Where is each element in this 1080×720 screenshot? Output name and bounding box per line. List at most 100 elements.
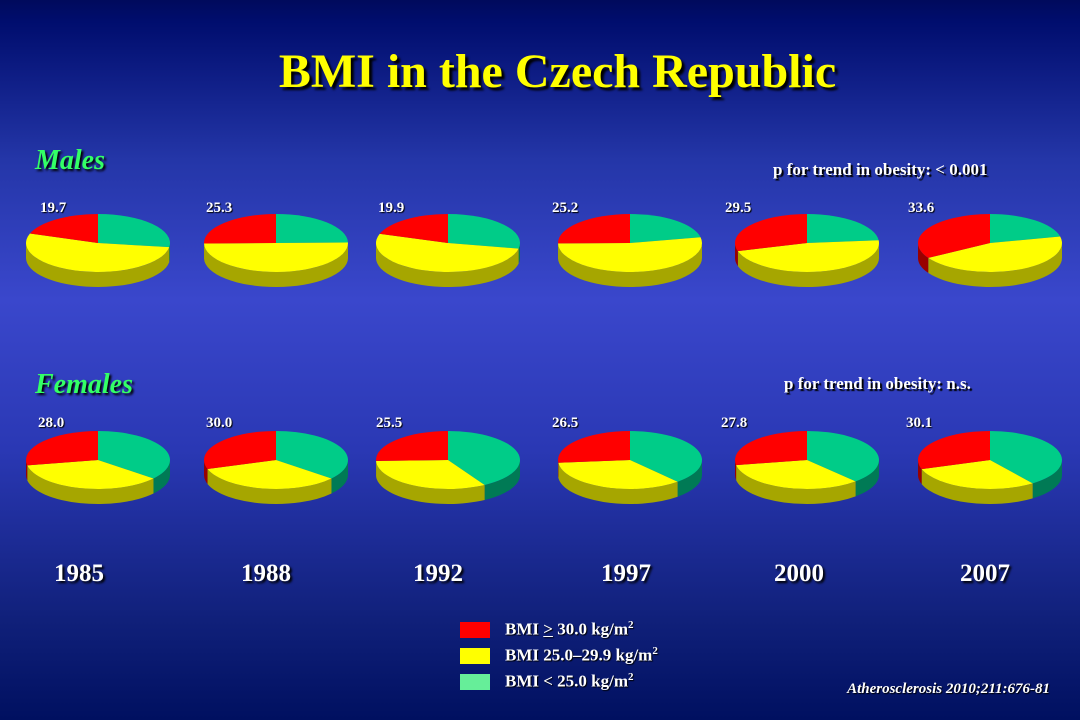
pie-side-obese [918, 460, 922, 485]
pie-side-normal [169, 243, 170, 263]
pie-males-1997 [558, 214, 702, 288]
pie-slice-normal [807, 431, 880, 482]
pie-slice-normal [990, 214, 1061, 243]
females-trend-text: p for trend in obesity: n.s. [784, 374, 971, 393]
pie-females-2007 [918, 431, 1063, 504]
year-label: 2007 [960, 560, 1010, 587]
pie-side-overweight [736, 465, 856, 504]
pie-slice-obese [558, 431, 630, 463]
obesity-label: 19.7 [40, 200, 67, 216]
pie-females-1992 [375, 431, 520, 505]
pie-slice-obese [25, 431, 98, 466]
pie-slice-obese [918, 431, 990, 470]
pie-females-1985 [25, 431, 170, 504]
pie-slice-obese [375, 431, 448, 461]
pie-side-normal [677, 460, 702, 497]
pie-males-1985 [25, 214, 170, 287]
pie-side-normal [484, 460, 520, 500]
year-label: 1997 [601, 560, 651, 587]
pie-females-1997 [558, 431, 703, 504]
pie-slice-obese [918, 214, 990, 258]
obesity-label: 28.0 [38, 415, 64, 431]
year-label: 2000 [774, 560, 824, 587]
pie-slice-normal [807, 214, 879, 243]
pie-slice-normal [276, 431, 348, 479]
pie-slice-overweight [25, 233, 170, 273]
obesity-label: 27.8 [721, 415, 747, 431]
pie-slice-overweight [558, 237, 702, 272]
pie-males-1992 [375, 214, 520, 287]
obesity-label: 25.3 [206, 200, 232, 216]
pie-males-2000 [734, 214, 880, 287]
legend-label-normal: BMI < 25.0 kg/m2 [505, 671, 634, 691]
males-trend-text: p for trend in obesity: < 0.001 [773, 160, 988, 179]
obesity-label: 30.0 [206, 415, 232, 431]
pie-slice-overweight [737, 240, 880, 273]
pie-slice-overweight [928, 236, 1062, 272]
pie-side-overweight [921, 469, 1033, 504]
legend-swatch-normal [460, 674, 490, 690]
obesity-label: 30.1 [906, 415, 932, 431]
pie-side-overweight [376, 243, 519, 287]
legend-label-overweight: BMI 25.0–29.9 kg/m2 [505, 645, 658, 665]
pie-side-overweight [204, 243, 349, 288]
pie-side-normal [153, 460, 170, 494]
pie-side-overweight [928, 243, 1062, 287]
pie-side-obese [26, 460, 28, 481]
pie-slice-overweight [27, 460, 154, 489]
pie-side-obese [918, 243, 929, 273]
pie-side-obese [204, 460, 208, 484]
pie-side-normal [855, 460, 879, 497]
pie-slice-overweight [558, 460, 678, 490]
year-label: 1985 [54, 560, 104, 587]
females-label: Females [35, 369, 133, 400]
pie-slice-obese [734, 214, 807, 252]
males-label: Males [35, 145, 105, 176]
legend-swatch-overweight [460, 648, 490, 664]
pie-slice-overweight [375, 233, 519, 273]
pie-side-obese [735, 243, 738, 267]
pie-side-overweight [558, 243, 702, 288]
pie-males-2007 [918, 214, 1062, 287]
pie-side-overweight [26, 243, 170, 287]
page-title: BMI in the Czech Republic [278, 45, 837, 98]
pie-slice-overweight [376, 460, 485, 489]
pie-slice-normal [448, 214, 520, 249]
pie-side-normal [1032, 460, 1062, 499]
pie-slice-obese [204, 214, 276, 244]
pie-side-overweight [376, 460, 485, 505]
pie-slice-obese [379, 214, 448, 243]
pie-slice-normal [98, 214, 170, 248]
pie-side-normal [331, 460, 348, 494]
citation: Atherosclerosis 2010;211:676-81 [847, 681, 1050, 697]
year-label: 1988 [241, 560, 291, 587]
pie-slice-overweight [921, 460, 1033, 489]
obesity-label: 25.5 [376, 415, 402, 431]
pie-slice-obese [204, 431, 276, 469]
pie-slice-overweight [207, 460, 332, 489]
pie-slice-normal [276, 214, 348, 243]
legend-swatch-obese [460, 622, 490, 638]
pie-slice-overweight [204, 242, 348, 273]
pie-females-1988 [204, 431, 348, 504]
pie-slice-overweight [736, 460, 856, 489]
obesity-label: 29.5 [725, 200, 751, 216]
pie-side-normal [518, 243, 520, 264]
pie-slice-normal [630, 431, 703, 482]
pie-slice-normal [990, 431, 1063, 484]
pie-side-overweight [27, 465, 154, 504]
obesity-label: 19.9 [378, 200, 404, 216]
pie-females-2000 [735, 431, 880, 504]
legend-label-obese: BMI > 30.0 kg/m2 [505, 619, 634, 639]
pie-slice-normal [98, 431, 170, 479]
pie-side-overweight [207, 468, 332, 504]
year-label: 1992 [413, 560, 463, 587]
pie-slice-obese [558, 214, 630, 244]
pie-side-overweight [558, 462, 678, 504]
pie-side-obese [735, 460, 737, 481]
pie-males-1988 [204, 214, 349, 288]
obesity-label: 25.2 [552, 200, 578, 216]
obesity-label: 26.5 [552, 415, 578, 431]
pie-slice-normal [448, 431, 520, 485]
